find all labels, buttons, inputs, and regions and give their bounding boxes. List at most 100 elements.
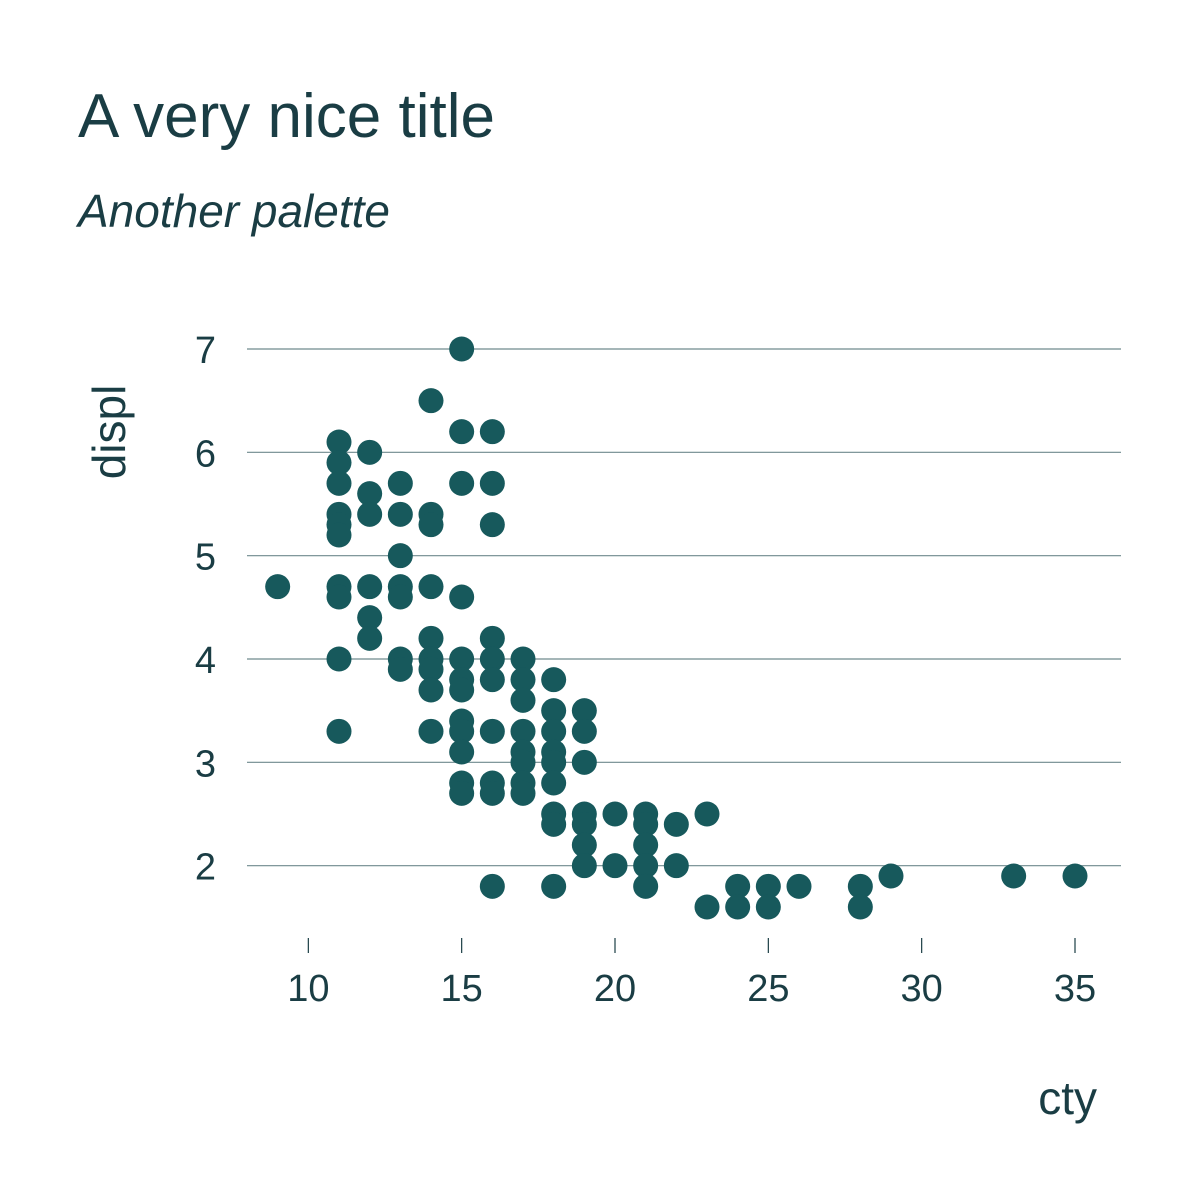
data-point-99 [1062, 863, 1088, 889]
data-point-60 [510, 749, 536, 775]
data-point-78 [571, 853, 597, 879]
data-point-32 [418, 718, 444, 744]
data-point-3 [326, 470, 352, 496]
data-point-64 [541, 698, 567, 724]
data-point-37 [449, 646, 475, 672]
data-point-77 [571, 832, 597, 858]
x-axis: 10 15 20 25 30 35 [287, 938, 1096, 1010]
data-point-1 [326, 429, 352, 455]
data-point-9 [326, 646, 352, 672]
y-axis-title: displ [83, 385, 135, 480]
data-point-47 [479, 512, 505, 538]
data-point-74 [571, 749, 597, 775]
data-point-6 [326, 522, 352, 548]
data-point-95 [847, 873, 873, 899]
x-tick-label: 10 [287, 968, 329, 1010]
data-point-8 [326, 584, 352, 610]
data-point-71 [541, 873, 567, 899]
data-point-26 [418, 512, 444, 538]
y-tick-label: 7 [195, 330, 216, 372]
data-point-11 [357, 439, 383, 465]
data-point-84 [633, 853, 659, 879]
data-point-0 [265, 574, 291, 600]
x-tick-label: 30 [901, 968, 943, 1010]
y-tick-label: 4 [195, 640, 216, 682]
data-point-18 [387, 501, 413, 527]
data-point-91 [725, 894, 751, 920]
data-point-50 [479, 667, 505, 693]
data-point-16 [357, 625, 383, 651]
data-point-41 [449, 718, 475, 744]
data-point-21 [387, 584, 413, 610]
data-point-73 [571, 718, 597, 744]
data-point-86 [663, 811, 689, 837]
data-point-56 [510, 667, 536, 693]
data-point-34 [449, 419, 475, 445]
data-point-39 [449, 677, 475, 703]
data-point-67 [541, 749, 567, 775]
data-point-63 [541, 667, 567, 693]
data-point-97 [878, 863, 904, 889]
data-point-65 [541, 718, 567, 744]
data-point-83 [633, 832, 659, 858]
data-point-30 [418, 656, 444, 682]
data-point-89 [694, 894, 720, 920]
data-point-36 [449, 584, 475, 610]
x-tick-label: 25 [747, 968, 789, 1010]
x-tick-label: 35 [1054, 968, 1096, 1010]
data-point-94 [786, 873, 812, 899]
data-point-23 [387, 656, 413, 682]
x-tick-label: 15 [441, 968, 483, 1010]
data-point-49 [479, 646, 505, 672]
data-point-35 [449, 470, 475, 496]
data-point-55 [510, 646, 536, 672]
data-point-79 [602, 801, 628, 827]
data-point-13 [357, 501, 383, 527]
chart-title: A very nice title [78, 82, 495, 151]
data-point-96 [847, 894, 873, 920]
data-point-27 [418, 574, 444, 600]
data-point-85 [633, 873, 659, 899]
data-point-17 [387, 470, 413, 496]
data-point-58 [510, 718, 536, 744]
x-axis-title: cty [1038, 1072, 1097, 1124]
data-point-57 [510, 687, 536, 713]
y-axis: 2 3 4 5 6 7 [195, 330, 216, 889]
data-point-14 [357, 574, 383, 600]
data-point-12 [357, 481, 383, 507]
data-point-2 [326, 450, 352, 476]
data-point-44 [449, 780, 475, 806]
data-point-53 [479, 780, 505, 806]
data-point-45 [479, 419, 505, 445]
data-point-15 [357, 605, 383, 631]
x-tick-label: 20 [594, 968, 636, 1010]
data-point-48 [479, 625, 505, 651]
data-point-46 [479, 470, 505, 496]
data-point-90 [725, 873, 751, 899]
data-points [265, 336, 1088, 920]
data-point-42 [449, 739, 475, 765]
data-point-31 [418, 677, 444, 703]
data-point-62 [510, 780, 536, 806]
data-point-19 [387, 543, 413, 569]
data-point-92 [755, 873, 781, 899]
y-tick-label: 6 [195, 433, 216, 475]
data-point-10 [326, 718, 352, 744]
data-point-33 [449, 336, 475, 362]
data-point-24 [418, 388, 444, 414]
data-point-70 [541, 811, 567, 837]
data-point-28 [418, 625, 444, 651]
y-tick-label: 5 [195, 537, 216, 579]
data-point-68 [541, 770, 567, 796]
data-point-82 [633, 811, 659, 837]
data-point-80 [602, 853, 628, 879]
data-point-87 [663, 853, 689, 879]
data-point-76 [571, 811, 597, 837]
data-point-54 [479, 873, 505, 899]
data-point-51 [479, 718, 505, 744]
y-tick-label: 2 [195, 847, 216, 889]
data-point-88 [694, 801, 720, 827]
y-tick-label: 3 [195, 743, 216, 785]
data-point-72 [571, 698, 597, 724]
